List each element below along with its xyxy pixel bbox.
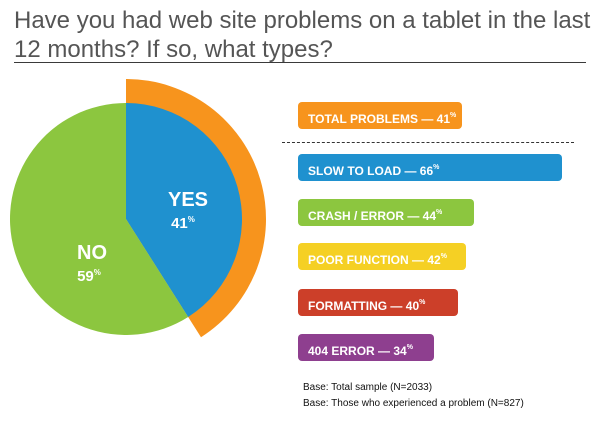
base-note-total: Base: Total sample (N=2033) [303, 382, 433, 393]
base-note-problem: Base: Those who experienced a problem (N… [303, 398, 524, 409]
bar-poor-function: POOR FUNCTION — 42% [298, 243, 466, 270]
bar-separator [282, 142, 574, 143]
title-divider [14, 62, 586, 63]
bar-total-problems: TOTAL PROBLEMS — 41% [298, 102, 462, 129]
pie-label-no: NO [77, 242, 107, 264]
bar-crash-error: CRASH / ERROR — 44% [298, 199, 474, 226]
pie-slice-yes [126, 103, 242, 317]
pie-slice-no [9, 103, 189, 336]
pie-chart: YES 41% NO 59% [9, 79, 266, 338]
chart-title: Have you had web site problems on a tabl… [14, 7, 591, 63]
pie-label-yes: YES [168, 189, 208, 211]
bar-404-error: 404 ERROR — 34% [298, 334, 434, 361]
bar-formatting: FORMATTING — 40% [298, 289, 458, 316]
pie-value-yes: 41% [171, 215, 195, 232]
pie-value-no: 59% [77, 268, 101, 285]
bar-slow-to-load: SLOW TO LOAD — 66% [298, 154, 562, 181]
